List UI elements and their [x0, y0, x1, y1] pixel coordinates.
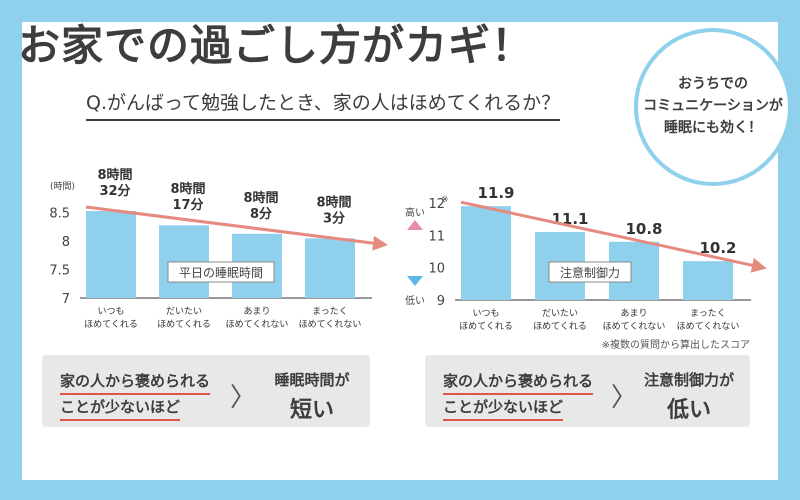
inner-label: 平日の睡眠時間	[179, 266, 263, 280]
y-note-mark: ※	[441, 195, 449, 205]
x-category-label: だいたいほめてくれる	[157, 306, 211, 330]
y-unit-label: (時間)	[50, 181, 75, 192]
bar-data-label: 8時間 3分	[316, 194, 351, 226]
summary-box-sleep: 家の人から褒められる ことが少ないほど 〉 睡眠時間が 短い	[42, 355, 370, 427]
y-tick-label: 10	[428, 262, 445, 277]
bar	[305, 238, 355, 298]
bar-data-label: 10.8	[625, 220, 662, 238]
summary-result: 睡眠時間が 短い	[264, 369, 360, 424]
trend-arrow	[85, 205, 388, 251]
bar-data-label: 8時間 17分	[170, 181, 205, 213]
high-label: 高い	[405, 206, 425, 219]
bar	[461, 206, 511, 300]
x-category-label: だいたいほめてくれる	[533, 308, 587, 332]
bar-data-label: 8時間 32分	[97, 167, 132, 199]
summary-condition-line1: 家の人から褒められる	[60, 369, 211, 395]
x-category-label: いつもほめてくれる	[459, 308, 513, 332]
y-tick-label: 11	[428, 229, 445, 244]
summary-arrow-icon: 〉	[230, 383, 257, 413]
summary-arrow-icon: 〉	[611, 383, 638, 413]
callout-text: おうちでの コミュニケーションが 睡眠にも効く！	[643, 76, 783, 136]
x-category-label: いつもほめてくれる	[84, 306, 138, 330]
page-title: お家での過ごし方がカギ！	[18, 21, 535, 70]
inner-label-box	[548, 261, 632, 283]
callout-bubble: おうちでの コミュニケーションが 睡眠にも効く！	[634, 28, 792, 186]
y-tick-label: 7	[62, 292, 70, 307]
y-tick-label: 9	[437, 294, 445, 309]
summary-condition: 家の人から褒められる ことが少ないほど	[60, 369, 211, 421]
inner-label-box	[167, 261, 275, 283]
x-category-label: まったくほめてくれない	[677, 308, 740, 332]
x-category-label: まったくほめてくれない	[299, 306, 362, 330]
y-tick-label: 12	[428, 197, 445, 212]
bar-data-label: 11.9	[477, 184, 514, 202]
y-tick-label: 8.5	[49, 207, 70, 222]
bar	[683, 261, 733, 300]
bar-data-label: 10.2	[699, 239, 736, 257]
bar	[86, 211, 136, 298]
low-label: 低い	[405, 294, 425, 307]
x-category-label: あまりほめてくれない	[226, 306, 289, 330]
trend-arrow	[460, 200, 767, 273]
summary-condition-line2: ことが少ないほど	[60, 395, 181, 421]
summary-result-line2: 低い	[666, 398, 711, 423]
summary-condition-line1: 家の人から褒められる	[443, 369, 594, 395]
x-category-label: あまりほめてくれない	[603, 308, 666, 332]
footnote: ※複数の質問から算出したスコア	[602, 338, 750, 351]
summary-result: 注意制御力が 低い	[637, 369, 741, 424]
summary-result-line2: 短い	[289, 398, 334, 423]
summary-result-line1: 注意制御力が	[643, 371, 734, 389]
down-arrow-icon	[407, 276, 423, 286]
y-tick-label: 8	[62, 235, 70, 250]
summary-box-attention: 家の人から褒められる ことが少ないほど 〉 注意制御力が 低い	[425, 355, 750, 427]
y-tick-label: 7.5	[49, 264, 70, 279]
up-arrow-icon	[407, 220, 423, 230]
summary-condition-line2: ことが少ないほど	[443, 395, 564, 421]
bar-data-label: 8時間 8分	[243, 190, 278, 222]
inner-label: 注意制御力	[560, 265, 620, 280]
survey-question: Q.がんばって勉強したとき、家の人はほめてくれるか？	[86, 88, 561, 121]
summary-result-line1: 睡眠時間が	[274, 371, 350, 389]
summary-condition: 家の人から褒められる ことが少ないほど	[443, 369, 594, 421]
